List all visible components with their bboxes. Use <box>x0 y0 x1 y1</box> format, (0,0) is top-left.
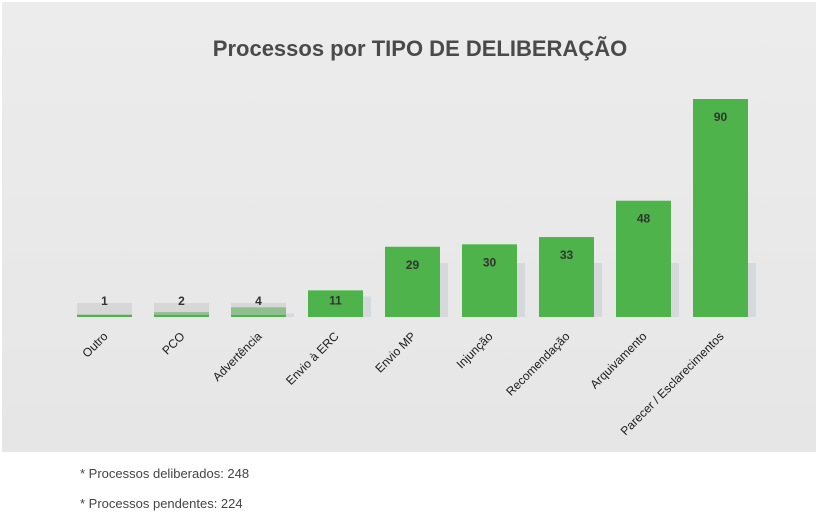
category-label: Envio à ERC <box>283 329 342 388</box>
bar-0 <box>77 314 132 317</box>
category-label: Arquivamento <box>587 329 649 391</box>
category-label: Injunção <box>454 329 496 371</box>
data-label: 90 <box>714 110 728 124</box>
data-label-bg <box>154 303 209 315</box>
bar-shadow <box>746 263 756 317</box>
data-label: 33 <box>560 248 574 262</box>
data-label: 29 <box>406 258 420 272</box>
category-label: PCO <box>159 329 187 357</box>
data-label-bg <box>231 303 286 315</box>
bar-4 <box>385 246 440 317</box>
bar-3 <box>308 290 363 317</box>
bar-shadow <box>284 313 294 317</box>
bar-7 <box>616 200 671 317</box>
category-labels-group: Outro PCO Advertência Envio à ERC Envio MP In… <box>79 329 726 438</box>
category-label: Advertência <box>210 329 265 384</box>
bar-shadow <box>592 263 602 317</box>
bar-shadow <box>515 263 525 317</box>
category-label: Outro <box>79 329 110 360</box>
data-label-bg <box>77 303 132 315</box>
bar-8 <box>693 99 748 317</box>
data-label: 4 <box>255 294 262 308</box>
data-label: 2 <box>178 294 185 308</box>
footnote-pending: * Processos pendentes: 224 <box>80 496 243 511</box>
category-label: Recomendação <box>503 329 573 399</box>
footnote-processed: * Processos deliberados: 248 <box>80 466 250 481</box>
data-label: 11 <box>329 293 342 307</box>
data-label: 48 <box>637 212 651 226</box>
chart-panel: Processos por TIPO DE DELIBERAÇÃO 1 2 4 11 2… <box>2 2 816 452</box>
bar-shadow <box>438 263 448 317</box>
data-label: 1 <box>101 294 108 308</box>
bars-group <box>77 99 756 317</box>
bar-6 <box>539 237 594 317</box>
bar-shadow <box>361 296 371 317</box>
data-label: 30 <box>483 255 497 269</box>
bar-shadow <box>669 263 679 317</box>
bar-5 <box>462 244 517 317</box>
bar-chart: Processos por TIPO DE DELIBERAÇÃO 1 2 4 11 2… <box>77 36 756 438</box>
data-labels-group: 1 2 4 11 29 30 33 48 90 <box>77 110 727 315</box>
chart-title: Processos por TIPO DE DELIBERAÇÃO <box>213 36 627 61</box>
category-label: Envio MP <box>372 329 418 375</box>
